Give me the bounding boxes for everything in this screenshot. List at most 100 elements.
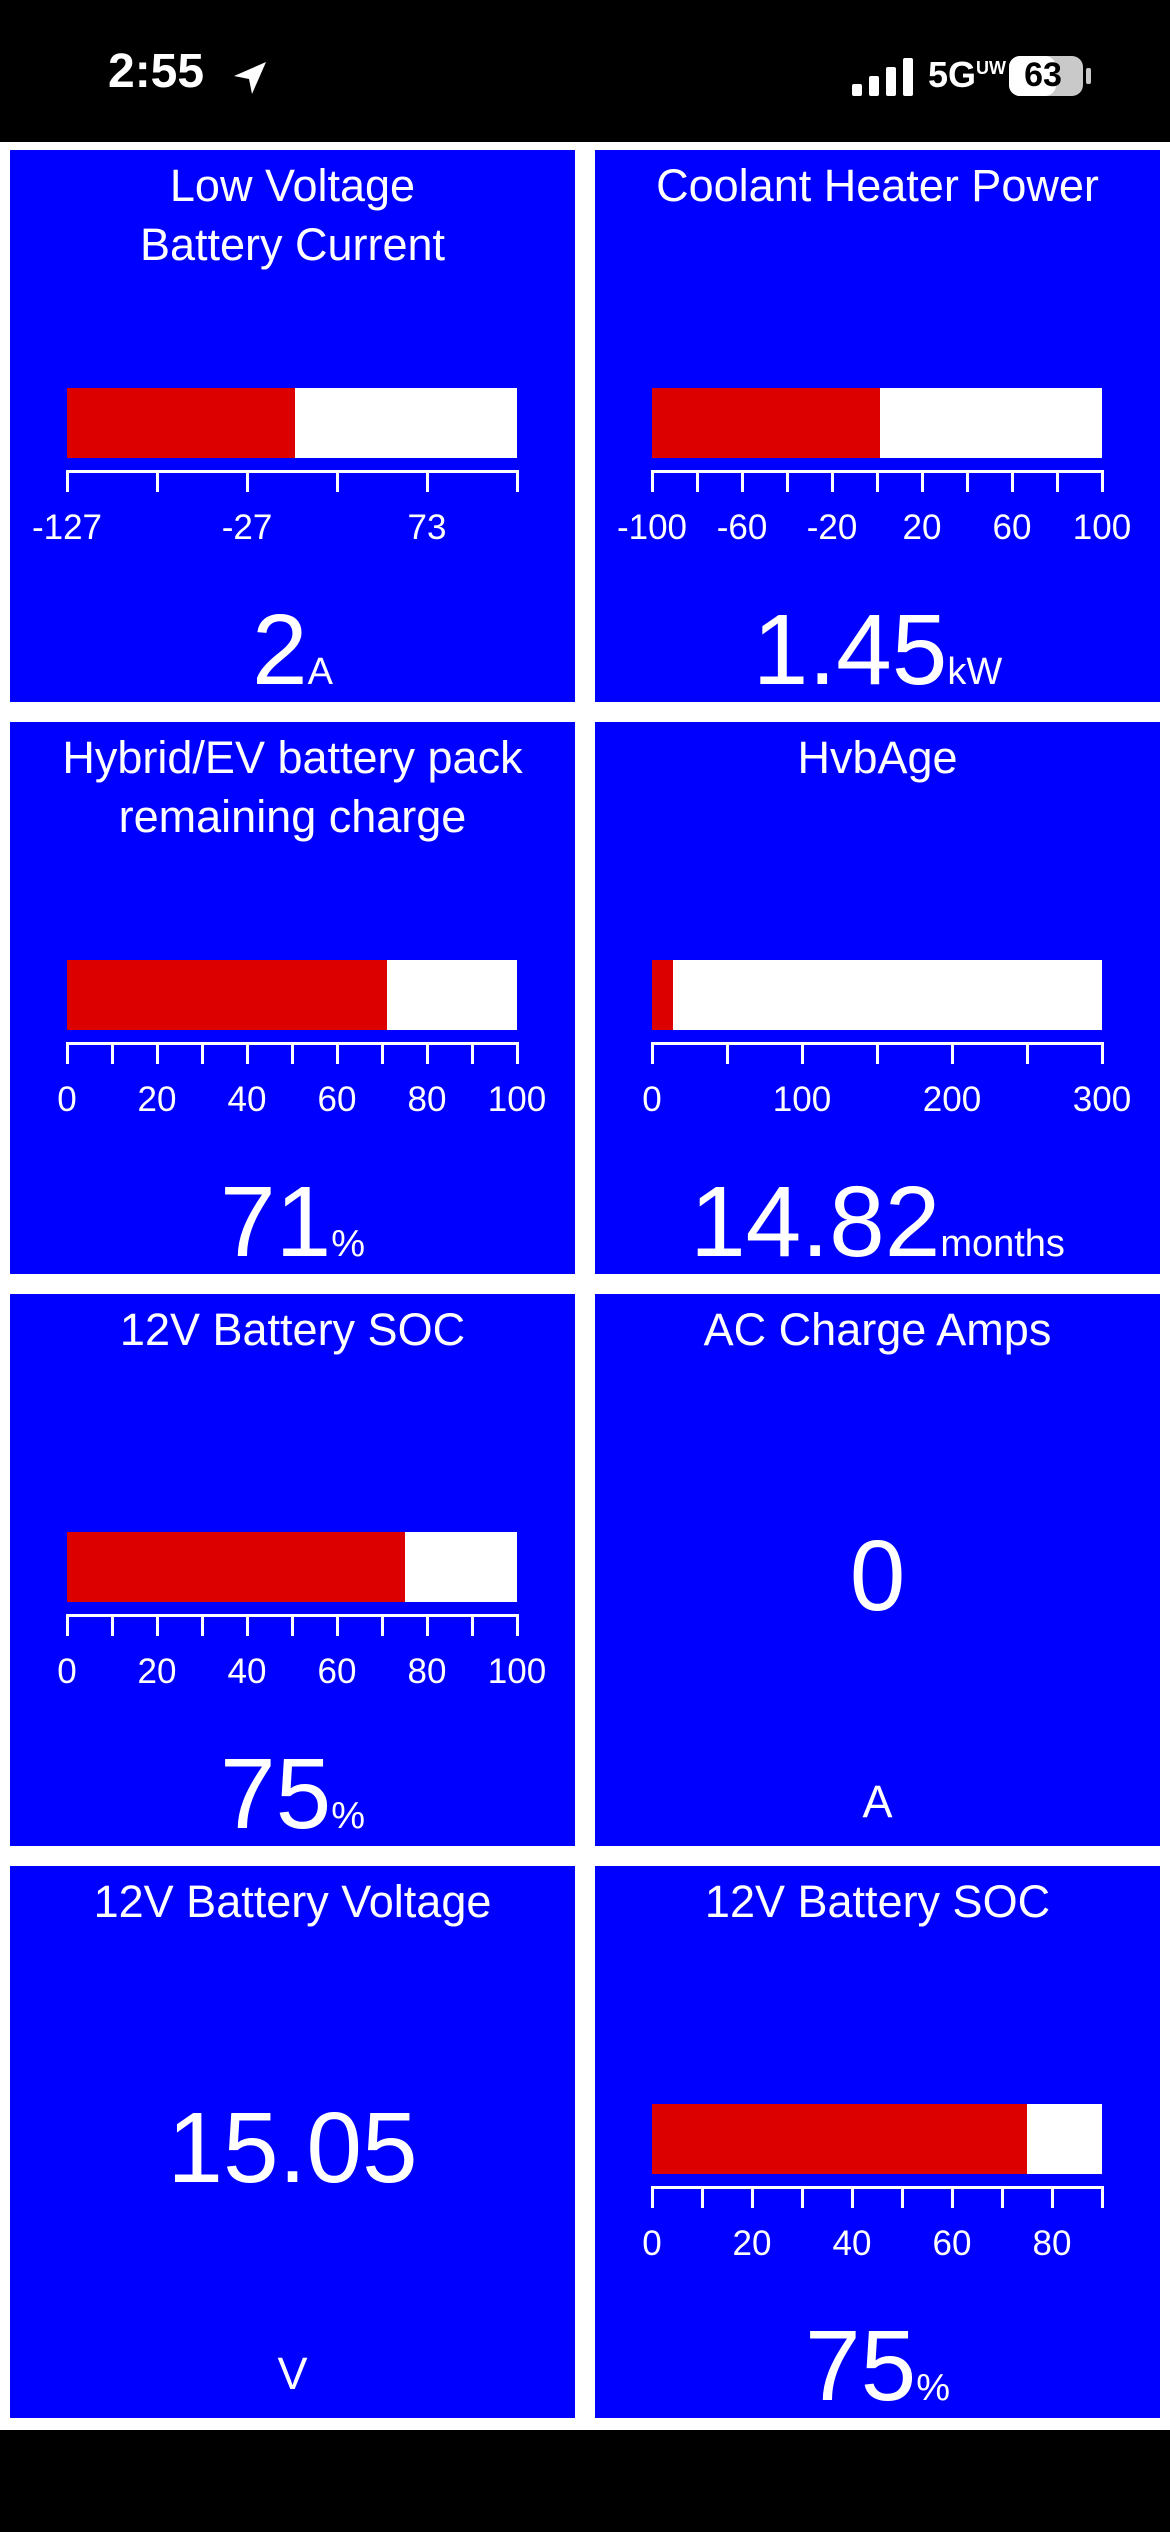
status-bar: 2:55 5GUW 63 bbox=[0, 0, 1170, 142]
gauge-low-voltage-battery-current[interactable]: Low Voltage Battery Current -127 -27 73 2A bbox=[10, 150, 575, 702]
scale-tick-label: 60 bbox=[932, 2224, 972, 2263]
scale-tick-label: 20 bbox=[137, 1080, 177, 1119]
scale-tick bbox=[201, 1614, 204, 1636]
gauge-bar-fill bbox=[652, 2104, 1027, 2174]
scale-tick bbox=[701, 2186, 704, 2208]
scale-tick bbox=[381, 1614, 384, 1636]
bottom-area bbox=[0, 2430, 1170, 2532]
scale-tick bbox=[246, 1042, 249, 1064]
gauge-value: 15.05 bbox=[167, 2092, 418, 2204]
scale-tick bbox=[901, 2186, 904, 2208]
gauge-bar bbox=[67, 960, 517, 1030]
gauge-hybrid-ev-battery-charge[interactable]: Hybrid/EV battery pack remaining charge … bbox=[10, 722, 575, 1274]
scale-tick-label: 80 bbox=[407, 1652, 447, 1691]
gauge-ac-charge-amps[interactable]: AC Charge Amps 0 A bbox=[595, 1294, 1160, 1846]
scale-tick bbox=[156, 470, 159, 492]
gauge-scale: -100 -60 -20 20 60 100 bbox=[617, 470, 1131, 547]
scale-tick bbox=[426, 1042, 429, 1064]
scale-tick bbox=[786, 470, 789, 492]
battery-level: 63 bbox=[1024, 56, 1062, 94]
scale-tick-label: 60 bbox=[992, 508, 1032, 547]
scale-tick bbox=[851, 2186, 854, 2208]
gauge-value: 14.82months bbox=[690, 1166, 1065, 1274]
scale-tick bbox=[246, 1614, 249, 1636]
scale-tick bbox=[800, 1042, 804, 1064]
gauge-value: 75% bbox=[219, 1738, 366, 1846]
scale-tick bbox=[426, 1614, 429, 1636]
scale-tick-label: 80 bbox=[1032, 2224, 1072, 2263]
scale-tick bbox=[336, 470, 339, 492]
gauge-bar bbox=[652, 2104, 1102, 2174]
battery-icon bbox=[1009, 56, 1091, 96]
gauge-12v-battery-voltage[interactable]: 12V Battery Voltage 15.05 V bbox=[10, 1866, 575, 2418]
scale-tick-label: -60 bbox=[716, 508, 768, 547]
scale-tick bbox=[1011, 470, 1014, 492]
scale-tick-label: -127 bbox=[31, 508, 103, 547]
scale-tick bbox=[950, 2186, 954, 2208]
gauge-unit: V bbox=[277, 2348, 308, 2399]
scale-tick bbox=[876, 1042, 879, 1064]
scale-tick bbox=[751, 2186, 754, 2208]
scale-tick-label: 20 bbox=[137, 1652, 177, 1691]
scale-tick bbox=[336, 1614, 339, 1636]
network-type-label: 5GUW bbox=[928, 54, 1007, 95]
scale-tick bbox=[471, 1042, 474, 1064]
scale-tick-label: 80 bbox=[407, 1080, 447, 1119]
scale-tick bbox=[66, 1614, 69, 1636]
scale-tick bbox=[651, 1042, 654, 1064]
gauge-title: Hybrid/EV battery pack remaining charge bbox=[62, 732, 523, 842]
gauge-dashboard: Low Voltage Battery Current -127 -27 73 2A… bbox=[0, 142, 1170, 2430]
scale-tick bbox=[725, 1042, 729, 1064]
scale-tick-label: 20 bbox=[732, 2224, 772, 2263]
scale-tick bbox=[111, 1042, 114, 1064]
scale-tick-label: 100 bbox=[772, 1080, 832, 1119]
gauge-title: 12V Battery Voltage bbox=[93, 1876, 492, 1927]
scale-tick-label: 0 bbox=[57, 1080, 77, 1119]
scale-tick bbox=[516, 1614, 519, 1636]
scale-baseline bbox=[652, 2186, 1102, 2189]
scale-tick-label: 60 bbox=[317, 1080, 357, 1119]
gauge-bar bbox=[67, 388, 517, 458]
gauge-title: 12V Battery SOC bbox=[704, 1876, 1051, 1927]
scale-tick bbox=[156, 1042, 159, 1064]
gauge-bar bbox=[652, 388, 1102, 458]
scale-tick bbox=[921, 470, 924, 492]
scale-tick bbox=[201, 1042, 204, 1064]
gauge-bar-fill bbox=[652, 388, 881, 458]
scale-tick bbox=[156, 1614, 159, 1636]
scale-tick bbox=[831, 470, 834, 492]
gauge-bar bbox=[67, 1532, 517, 1602]
scale-tick bbox=[696, 470, 699, 492]
scale-tick-label: -100 bbox=[616, 508, 688, 547]
scale-tick-label: 60 bbox=[317, 1652, 357, 1691]
scale-tick bbox=[291, 1614, 294, 1636]
gauge-scale: -127 -27 73 bbox=[32, 470, 519, 547]
gauge-title: HvbAge bbox=[797, 732, 958, 783]
gauge-12v-battery-soc[interactable]: 12V Battery SOC 0 20 40 60 80 100 75% bbox=[10, 1294, 575, 1846]
scale-tick-label: 20 bbox=[902, 508, 942, 547]
scale-tick-label: 100 bbox=[487, 1652, 547, 1691]
status-time: 2:55 bbox=[108, 45, 205, 98]
scale-tick bbox=[1056, 470, 1059, 492]
gauge-value: 71% bbox=[219, 1166, 366, 1274]
gauge-12v-battery-soc-2[interactable]: 12V Battery SOC 0 20 40 60 80 75% bbox=[595, 1866, 1160, 2418]
scale-tick-label: 100 bbox=[487, 1080, 547, 1119]
gauge-value: 75% bbox=[804, 2310, 951, 2418]
scale-tick-label: -27 bbox=[221, 508, 273, 547]
scale-tick bbox=[651, 2186, 654, 2208]
gauge-hvb-age[interactable]: HvbAge 0 100 200 300 14.82months bbox=[595, 722, 1160, 1274]
scale-tick bbox=[381, 1042, 384, 1064]
scale-tick bbox=[651, 470, 654, 492]
gauge-value: 1.45kW bbox=[752, 594, 1003, 702]
cellular-signal-icon bbox=[852, 58, 913, 96]
scale-tick-label: 0 bbox=[642, 2224, 662, 2263]
gauge-bar bbox=[652, 960, 1102, 1030]
scale-tick bbox=[1101, 2186, 1104, 2208]
scale-tick bbox=[246, 470, 249, 492]
gauge-coolant-heater-power[interactable]: Coolant Heater Power -100 -60 -20 20 60 100 1… bbox=[595, 150, 1160, 702]
gauge-bar-fill bbox=[67, 1532, 405, 1602]
gauge-title: Coolant Heater Power bbox=[656, 160, 1099, 211]
scale-tick bbox=[66, 470, 69, 492]
gauge-bar-fill bbox=[67, 960, 387, 1030]
scale-baseline bbox=[67, 470, 517, 473]
